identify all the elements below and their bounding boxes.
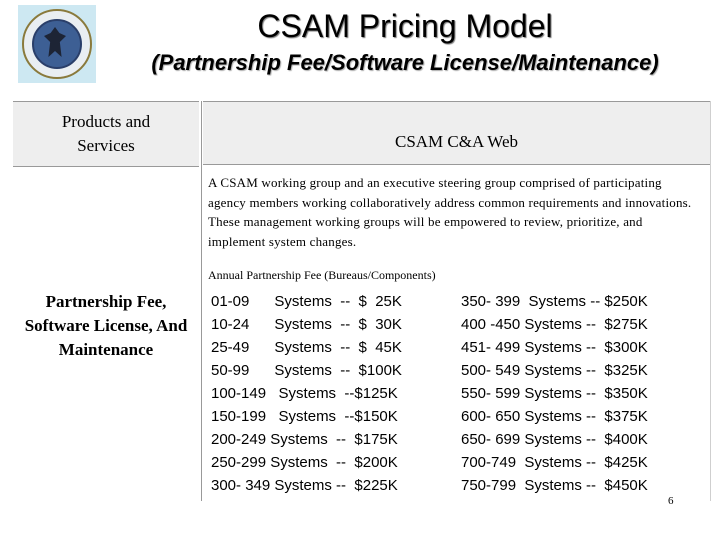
right-border <box>710 101 711 501</box>
list-item: 10-24 Systems -- $ 30K <box>211 316 402 333</box>
list-item: 100-149 Systems --$125K <box>211 385 398 402</box>
list-item: 200-249 Systems -- $175K <box>211 431 398 448</box>
list-item: 350- 399 Systems -- $250K <box>461 293 648 310</box>
page-subtitle: (Partnership Fee/Software License/Mainte… <box>151 50 659 75</box>
list-item: 400 -450 Systems -- $275K <box>461 316 648 333</box>
department-seal-logo <box>18 5 96 83</box>
csam-web-header: CSAM C&A Web <box>203 101 710 165</box>
list-item: 50-99 Systems -- $100K <box>211 362 402 379</box>
list-item: 01-09 Systems -- $ 25K <box>211 293 402 310</box>
list-item: 25-49 Systems -- $ 45K <box>211 339 402 356</box>
partnership-fee-label: Partnership Fee, Software License, And M… <box>24 292 188 359</box>
list-item: 300- 349 Systems -- $225K <box>211 477 398 494</box>
list-item: 451- 499 Systems -- $300K <box>461 339 648 356</box>
page-title: CSAM Pricing Model <box>257 8 553 44</box>
list-item: 650- 699 Systems -- $400K <box>461 431 648 448</box>
list-item: 700-749 Systems -- $425K <box>461 454 648 471</box>
list-item: 150-199 Systems --$150K <box>211 408 398 425</box>
list-item: 500- 549 Systems -- $325K <box>461 362 648 379</box>
column-divider <box>201 101 202 501</box>
working-group-description: A CSAM working group and an executive st… <box>208 175 692 249</box>
list-item: 600- 650 Systems -- $375K <box>461 408 648 425</box>
page-number: 6 <box>668 495 674 507</box>
tier-list-left: 01-09 Systems -- $ 25K 10-24 Systems -- … <box>211 290 451 497</box>
products-services-label: Products and Services <box>61 112 151 155</box>
tier-list-right: 350- 399 Systems -- $250K 400 -450 Syste… <box>461 290 701 497</box>
csam-web-label: CSAM C&A Web <box>394 132 518 151</box>
list-item: 750-799 Systems -- $450K <box>461 477 648 494</box>
products-services-header: Products and Services <box>13 101 199 167</box>
annual-fee-header: Annual Partnership Fee (Bureaus/Componen… <box>208 268 436 282</box>
list-item: 250-299 Systems -- $200K <box>211 454 398 471</box>
eagle-icon <box>44 27 66 57</box>
list-item: 550- 599 Systems -- $350K <box>461 385 648 402</box>
